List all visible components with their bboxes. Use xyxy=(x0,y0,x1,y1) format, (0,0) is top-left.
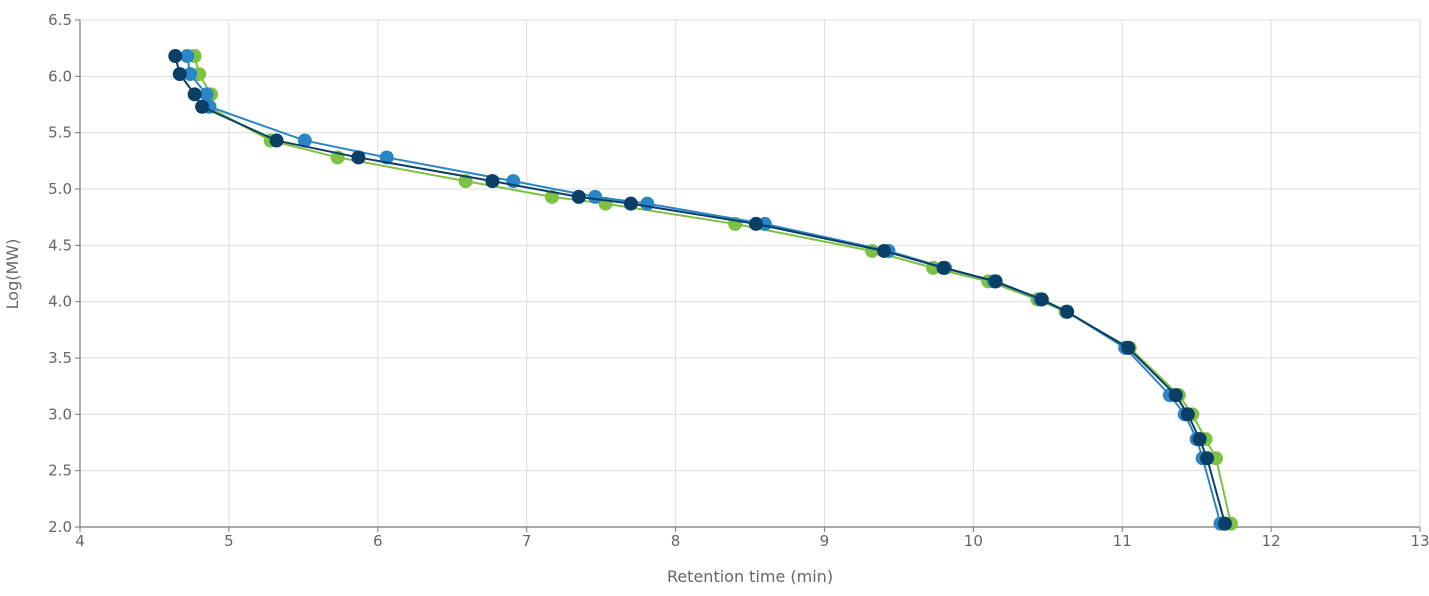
x-tick-label: 6 xyxy=(373,532,383,550)
series-3-point-15 xyxy=(1060,304,1075,319)
y-tick-label: 4.0 xyxy=(48,293,72,311)
axis-layer: 4 5 6 7 8 9 10 11 12 13 2.0 2.5 3.0 3.5 4.0 4.5 5.0 5.5 6.… xyxy=(48,11,1429,550)
series-layer xyxy=(168,49,1238,531)
y-tick-label: 2.5 xyxy=(48,462,72,480)
y-tick-label: 6.5 xyxy=(48,11,72,29)
x-tick-label: 9 xyxy=(820,532,830,550)
x-tick-label: 11 xyxy=(1113,532,1132,550)
y-tick-label: 4.5 xyxy=(48,236,72,254)
x-tick-label: 7 xyxy=(522,532,532,550)
x-tick-label: 12 xyxy=(1262,532,1281,550)
series-2 xyxy=(180,49,1228,531)
x-tick-label: 10 xyxy=(964,532,983,550)
series-2-line xyxy=(186,55,1222,525)
series-3-point-8 xyxy=(571,189,586,204)
series-3-point-20 xyxy=(1200,451,1215,466)
series-3-point-6 xyxy=(351,150,366,165)
series-3-point-16 xyxy=(1121,340,1136,355)
grid-layer xyxy=(80,19,1421,528)
y-tick-label: 3.5 xyxy=(48,349,72,367)
x-tick-label: 4 xyxy=(75,532,85,550)
series-3-point-3 xyxy=(187,87,202,102)
series-2-point-2 xyxy=(183,67,198,82)
series-3-point-4 xyxy=(195,99,210,114)
y-axis-title: Log(MW) xyxy=(3,239,22,310)
series-3-point-13 xyxy=(988,274,1003,289)
y-tick-label: 2.0 xyxy=(48,518,72,536)
series-3-point-2 xyxy=(172,67,187,82)
series-3-point-18 xyxy=(1180,407,1195,422)
series-3-point-19 xyxy=(1192,432,1207,447)
series-3-point-1 xyxy=(168,49,183,64)
x-tick-label: 13 xyxy=(1410,532,1429,550)
series-3-point-10 xyxy=(748,216,763,231)
x-axis-title: Retention time (min) xyxy=(667,567,833,586)
series-1 xyxy=(187,49,1238,531)
series-2-point-3 xyxy=(199,87,214,102)
series-3-point-11 xyxy=(877,243,891,258)
series-3-point-17 xyxy=(1168,388,1183,403)
series-3 xyxy=(168,49,1232,531)
series-2-point-8 xyxy=(588,189,603,204)
x-tick-label: 8 xyxy=(671,532,681,550)
series-2-point-9 xyxy=(640,196,655,211)
series-3-line xyxy=(174,55,1226,525)
y-tick-label: 3.0 xyxy=(48,405,72,423)
series-3-point-9 xyxy=(623,196,638,211)
series-2-point-1 xyxy=(180,49,195,64)
y-tick-label: 6.0 xyxy=(48,67,72,85)
y-tick-label: 5.5 xyxy=(48,124,72,142)
series-3-point-7 xyxy=(485,174,500,189)
series-2-point-5 xyxy=(297,133,312,148)
y-tick-label: 5.0 xyxy=(48,180,72,198)
series-3-point-14 xyxy=(1034,292,1049,307)
label-layer: Retention time (min) Log(MW) xyxy=(3,239,833,586)
series-3-point-12 xyxy=(936,260,951,275)
x-tick-label: 5 xyxy=(224,532,234,550)
series-3-point-21 xyxy=(1217,516,1232,531)
series-1-line xyxy=(193,55,1232,525)
series-3-point-5 xyxy=(269,133,284,148)
